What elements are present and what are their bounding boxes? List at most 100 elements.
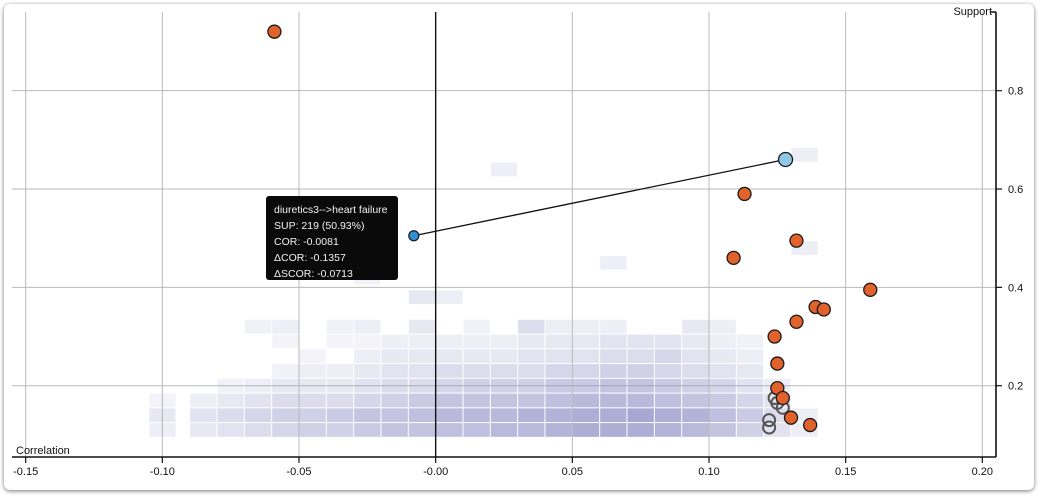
density-cell — [354, 319, 381, 334]
rule-point — [789, 233, 804, 248]
density-cell — [709, 378, 736, 393]
x-tick-label: -0.00 — [423, 466, 448, 478]
density-cell — [572, 408, 600, 423]
density-cell — [545, 349, 572, 364]
tooltip-delta-correlation: ΔCOR: -0.1357 — [274, 252, 346, 264]
rule-point — [770, 356, 785, 371]
density-cell — [545, 319, 572, 334]
density-cell — [682, 408, 709, 423]
density-cell — [381, 364, 408, 378]
rule-point — [802, 417, 818, 433]
density-cell — [217, 423, 244, 437]
x-tick-label: 0.05 — [562, 466, 583, 478]
rule-point — [783, 410, 799, 425]
density-cell — [299, 423, 326, 437]
density-cell — [490, 334, 518, 349]
density-cell — [436, 334, 463, 349]
density-cell — [244, 378, 272, 393]
density-cell — [627, 393, 654, 408]
rule-point — [789, 314, 804, 329]
data-points — [267, 24, 878, 435]
density-cell — [736, 378, 764, 393]
density-cell — [354, 349, 381, 364]
tooltip-support: SUP: 219 (50.93%) — [274, 220, 365, 232]
density-cell — [354, 378, 381, 393]
x-tick-label: 0.10 — [698, 466, 719, 478]
density-cell — [326, 364, 354, 378]
tooltip-rule-label: diuretics3-->heart failure — [274, 204, 388, 216]
x-tick-label: -0.05 — [286, 466, 311, 478]
density-cell — [299, 349, 326, 364]
density-cell — [490, 408, 518, 423]
density-cell — [545, 378, 572, 393]
density-cell — [709, 393, 736, 408]
density-cell — [572, 334, 600, 349]
density-cell — [736, 334, 764, 349]
density-cell — [600, 393, 627, 408]
density-cell — [518, 334, 545, 349]
density-cell — [381, 349, 408, 364]
rule-point — [816, 302, 831, 317]
density-cell — [682, 319, 709, 334]
density-cell — [244, 319, 272, 334]
density-cell — [627, 423, 654, 437]
density-cell — [381, 423, 408, 437]
y-tick-label: 0.8 — [1008, 86, 1023, 98]
density-cell — [381, 393, 408, 408]
density-cell — [572, 423, 600, 437]
density-cell — [354, 423, 381, 437]
y-axis-title: Support — [953, 6, 992, 18]
density-cell — [627, 364, 654, 378]
highlight-point-small — [408, 230, 420, 242]
density-cell — [682, 378, 709, 393]
density-cell — [572, 319, 600, 334]
density-cell — [572, 378, 600, 393]
density-cell — [436, 364, 463, 378]
density-cell — [572, 393, 600, 408]
density-cell — [545, 334, 572, 349]
highlight-connector — [413, 158, 786, 237]
density-cell — [463, 349, 490, 364]
density-cell — [654, 349, 682, 364]
density-cell — [326, 319, 354, 334]
density-cell — [736, 408, 764, 423]
rule-point — [267, 24, 282, 39]
density-cell — [190, 408, 217, 423]
density-cell — [463, 319, 490, 334]
density-cell — [436, 393, 463, 408]
density-cell — [600, 349, 627, 364]
density-cell — [408, 349, 436, 364]
tooltip-delta-scor: ΔSCOR: -0.0713 — [274, 268, 353, 280]
density-cell — [463, 334, 490, 349]
density-cell — [600, 319, 627, 334]
density-cell — [627, 334, 654, 349]
density-cell — [518, 378, 545, 393]
density-cell — [490, 349, 518, 364]
density-cell — [272, 393, 299, 408]
density-cell — [326, 334, 354, 349]
density-cell — [326, 408, 354, 423]
density-cell — [408, 319, 436, 334]
y-tick-label: 0.4 — [1008, 282, 1023, 294]
density-cell — [518, 393, 545, 408]
density-cell — [408, 364, 436, 378]
density-cell — [272, 334, 299, 349]
density-cell — [682, 364, 709, 378]
density-cell — [545, 364, 572, 378]
density-cell — [545, 393, 572, 408]
density-cell — [463, 408, 490, 423]
density-cell — [354, 364, 381, 378]
density-cell — [272, 423, 299, 437]
density-cell — [326, 378, 354, 393]
density-cell — [490, 162, 518, 177]
density-cell — [654, 423, 682, 437]
density-cell — [299, 393, 326, 408]
density-cell — [600, 423, 627, 437]
density-cell — [463, 423, 490, 437]
density-cell — [490, 423, 518, 437]
density-cell — [627, 408, 654, 423]
density-cell — [381, 334, 408, 349]
density-cell — [436, 423, 463, 437]
density-cell — [408, 393, 436, 408]
density-cell — [545, 408, 572, 423]
